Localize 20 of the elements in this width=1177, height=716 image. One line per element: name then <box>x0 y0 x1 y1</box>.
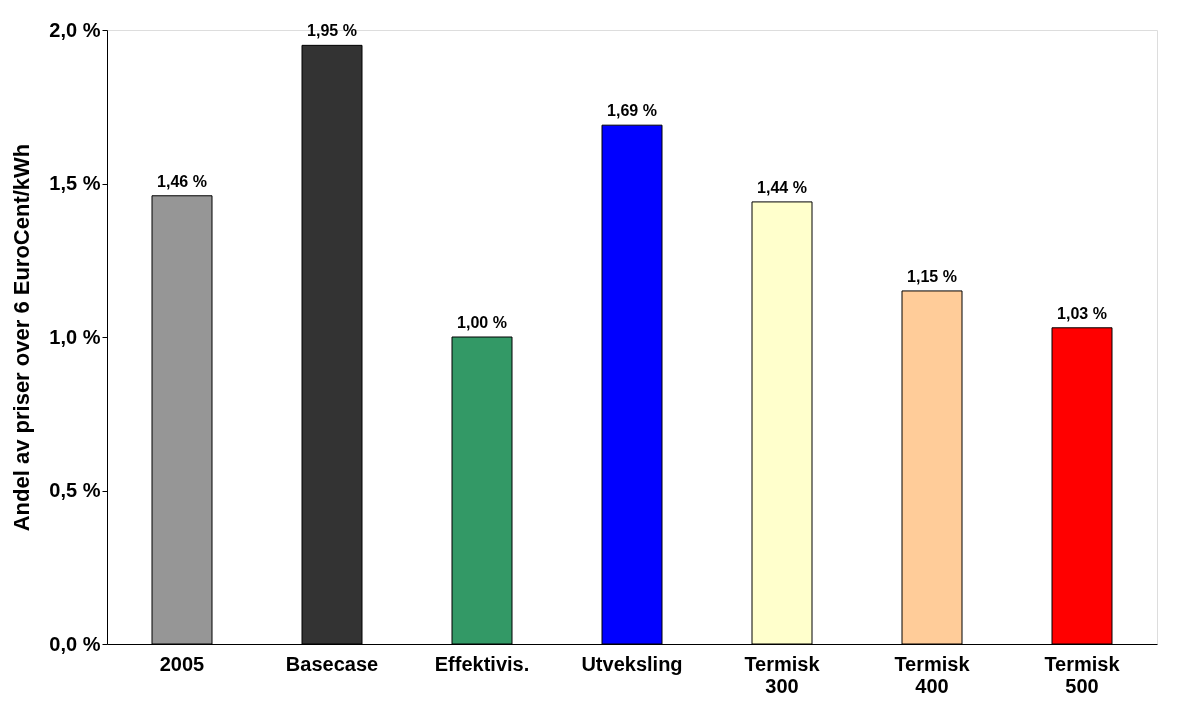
data-label: 1,15 % <box>907 267 957 285</box>
x-tick-label: 2005 <box>159 652 205 675</box>
data-label: 1,46 % <box>157 172 207 190</box>
x-tick-label: Termisk 500 <box>1044 652 1121 697</box>
y-tick-label: 0,5 % <box>49 479 101 501</box>
x-tick-label: Termisk 300 <box>744 652 821 697</box>
y-tick-label: 1,0 % <box>49 325 101 348</box>
x-tick-label: Basecase <box>285 652 379 675</box>
data-label: 1,95 % <box>307 22 357 40</box>
x-tick-label: Utveksling <box>581 652 683 675</box>
y-axis-title: Andel av priser over 6 EuroCent/kWh <box>9 143 35 532</box>
x-tick-label: Termisk 400 <box>894 652 971 697</box>
data-label: 1,44 % <box>757 178 807 196</box>
y-tick-label: 2,0 % <box>49 18 101 41</box>
data-label: 1,00 % <box>457 314 507 331</box>
data-label: 1,69 % <box>607 102 657 120</box>
y-tick-label: 0,0 % <box>49 632 101 655</box>
y-tick-label: 1,5 % <box>49 172 101 194</box>
x-tick-label: Effektivis. <box>434 652 530 675</box>
data-label: 1,03 % <box>1057 304 1107 322</box>
